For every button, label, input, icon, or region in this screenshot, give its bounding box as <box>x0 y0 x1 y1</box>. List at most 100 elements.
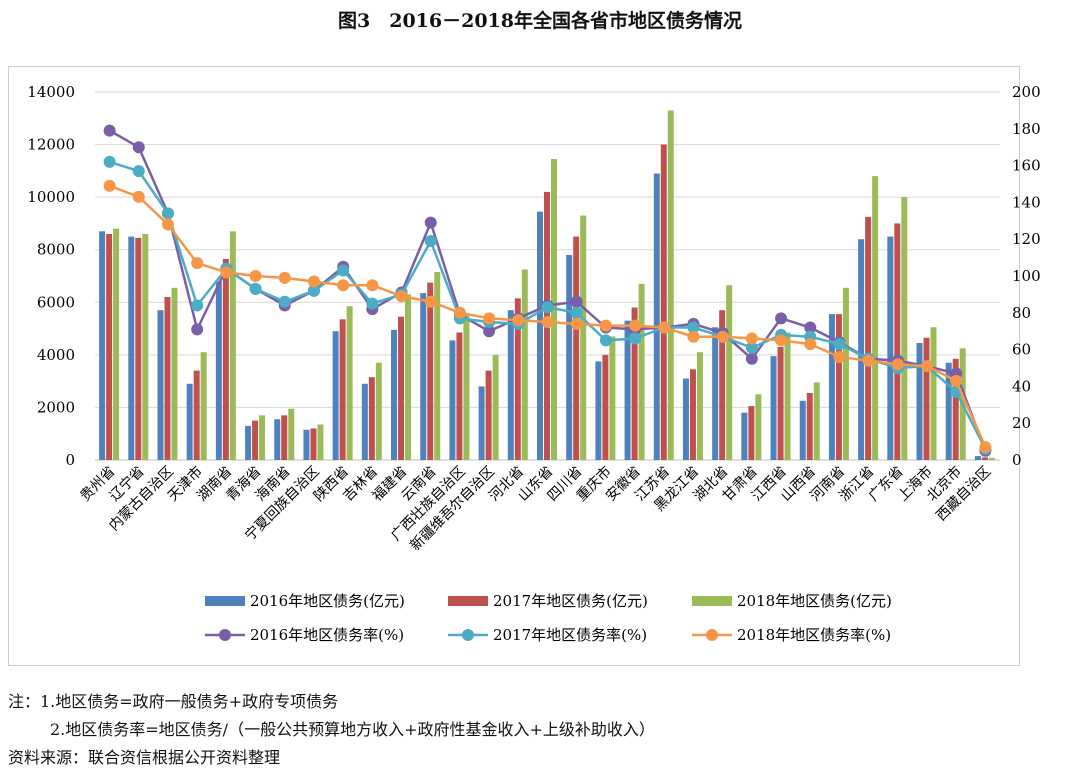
legend-marker <box>219 629 231 641</box>
point-北京市 <box>950 374 963 387</box>
bar-湖北省 <box>726 285 733 460</box>
bar-陕西省 <box>332 331 339 460</box>
point-辽宁省 <box>132 165 145 178</box>
point-青海省 <box>249 270 262 282</box>
point-四川省 <box>570 295 583 308</box>
bar-广西壮族自治区 <box>449 340 456 460</box>
right-tick-label: 180 <box>1012 120 1041 138</box>
bar-北京市 <box>945 362 952 460</box>
point-福建省 <box>395 290 408 303</box>
point-山西省 <box>804 321 817 334</box>
point-海南省 <box>278 271 291 284</box>
bar-上海市 <box>916 343 923 460</box>
bar-山东省 <box>537 211 543 460</box>
point-贵州省 <box>103 155 116 168</box>
bar-上海市 <box>930 327 937 460</box>
point-青海省 <box>249 282 262 295</box>
right-tick-label: 60 <box>1012 341 1031 359</box>
point-吉林省 <box>366 297 379 310</box>
bar-河北省 <box>514 298 521 460</box>
point-山东省 <box>541 301 554 314</box>
point-湖北省 <box>716 330 729 343</box>
point-辽宁省 <box>132 141 145 154</box>
legend-marker <box>706 629 718 641</box>
bar-重庆市 <box>609 336 616 460</box>
point-黑龙江省 <box>687 330 700 343</box>
bar-江西省 <box>777 346 784 460</box>
right-tick-label: 80 <box>1012 304 1031 322</box>
point-四川省 <box>570 317 583 330</box>
point-山西省 <box>804 338 817 351</box>
bar-黑龙江省 <box>689 369 696 460</box>
bar-广东省 <box>894 223 901 460</box>
bar-重庆市 <box>602 354 609 460</box>
left-tick-label: 12000 <box>27 136 75 154</box>
legend-swatch <box>205 596 245 606</box>
bar-安徽省 <box>638 283 645 460</box>
legend-label: 2017年地区债务(亿元) <box>493 592 648 610</box>
bar-四川省 <box>573 236 580 460</box>
bar-河南省 <box>828 314 835 460</box>
point-四川省 <box>570 306 583 319</box>
bar-甘肃省 <box>748 406 755 460</box>
point-广东省 <box>891 358 904 371</box>
bar-湖南省 <box>215 281 222 460</box>
bar-天津市 <box>186 383 193 460</box>
bar-甘肃省 <box>755 394 762 460</box>
point-陕西省 <box>337 264 350 277</box>
bar-山西省 <box>813 382 820 460</box>
bar-西藏自治区 <box>974 456 981 460</box>
bar-宁夏回族自治区 <box>317 424 324 460</box>
source-note: 资料来源：联合资信根据公开资料整理 <box>8 748 281 767</box>
chart: 0 2000 4000 6000 8000 10000 12000 14000 0 20 40 60 8… <box>27 83 1041 644</box>
legend-label: 2017年地区债务率(%) <box>493 626 647 644</box>
left-tick-label: 0 <box>65 451 75 469</box>
point-内蒙古自治区 <box>161 207 174 220</box>
bar-云南省 <box>420 293 427 460</box>
left-tick-label: 4000 <box>37 346 75 364</box>
bar-贵州省 <box>106 233 113 460</box>
chart-frame <box>8 66 1020 666</box>
point-上海市 <box>921 360 934 373</box>
point-重庆市 <box>599 334 612 347</box>
bar-广东省 <box>887 236 894 460</box>
bar-陕西省 <box>339 319 346 460</box>
bar-江苏省 <box>660 144 667 461</box>
left-tick-label: 6000 <box>37 293 75 311</box>
left-tick-label: 2000 <box>37 398 75 416</box>
point-云南省 <box>424 295 437 308</box>
legend-label: 2016年地区债务(亿元) <box>250 592 405 610</box>
bar-湖北省 <box>712 327 719 460</box>
legend-swatch <box>448 596 488 606</box>
right-tick-label: 200 <box>1012 83 1041 101</box>
bar-新疆维吾尔自治区 <box>485 370 492 460</box>
bar-湖南省 <box>222 258 229 460</box>
bar-湖南省 <box>229 231 236 460</box>
left-tick-label: 8000 <box>37 241 75 259</box>
right-tick-label: 120 <box>1012 230 1041 248</box>
bar-内蒙古自治区 <box>157 310 164 460</box>
bar-贵州省 <box>113 228 120 460</box>
bar-广西壮族自治区 <box>463 315 470 460</box>
bar-海南省 <box>288 408 295 460</box>
bar-江西省 <box>770 356 777 460</box>
point-宁夏回族自治区 <box>307 284 320 297</box>
point-江西省 <box>775 312 788 325</box>
bar-山西省 <box>799 400 806 460</box>
note-2: 2.地区债务率=地区债务/（一般公共预算地方收入+政府性基金收入+上级补助收入） <box>50 720 655 739</box>
bar-云南省 <box>434 272 441 460</box>
bar-贵州省 <box>99 231 106 460</box>
bar-安徽省 <box>631 307 638 460</box>
bar-云南省 <box>427 282 434 460</box>
bar-青海省 <box>259 415 266 460</box>
bar-湖北省 <box>719 310 726 460</box>
bar-吉林省 <box>368 377 375 460</box>
point-贵州省 <box>103 179 116 192</box>
bar-广东省 <box>901 197 908 460</box>
bar-重庆市 <box>595 361 602 460</box>
point-云南省 <box>424 235 437 248</box>
bar-西藏自治区 <box>981 457 988 460</box>
bar-江苏省 <box>667 110 674 461</box>
bar-山西省 <box>806 392 813 460</box>
bar-河南省 <box>835 314 842 460</box>
